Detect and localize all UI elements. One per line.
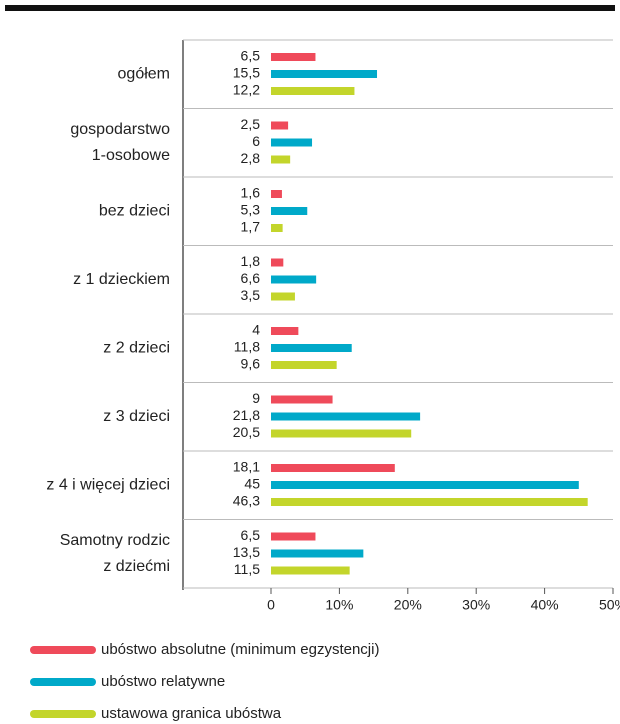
value-label: 6,6	[241, 270, 261, 286]
bar	[271, 53, 316, 61]
value-label: 4	[252, 322, 260, 338]
value-label: 1,6	[241, 185, 261, 201]
y-tick-label-line: z 1 dzieckiem	[73, 271, 170, 288]
y-tick-label-line: z 2 dzieci	[103, 339, 170, 356]
bar	[271, 138, 313, 147]
y-tick-label-line: ogółem	[118, 65, 170, 82]
bar	[271, 258, 284, 267]
bar	[271, 327, 299, 335]
bar	[271, 275, 317, 284]
value-label: 1,8	[241, 253, 261, 269]
value-label: 18,1	[233, 459, 260, 475]
y-tick-label-line: z 4 i więcej dzieci	[46, 476, 170, 493]
bar	[271, 498, 588, 506]
bar	[271, 121, 289, 130]
y-tick-label-line: z dziećmi	[103, 558, 170, 575]
bar	[271, 429, 412, 438]
y-tick-label-line: 1-osobowe	[92, 147, 170, 164]
y-tick-label: z 3 dzieci	[103, 408, 170, 425]
x-tick-label: 50%	[599, 597, 620, 613]
value-label: 45	[244, 476, 260, 492]
x-tick-label: 40%	[531, 597, 559, 613]
bar	[271, 292, 295, 301]
value-label: 5,3	[241, 202, 261, 218]
value-label: 20,5	[233, 424, 260, 440]
y-tick-label-line: gospodarstwo	[70, 121, 170, 138]
legend-label: ustawowa granica ubóstwa	[101, 705, 282, 722]
value-label: 46,3	[233, 493, 260, 509]
x-tick-label: 0	[267, 597, 275, 613]
top-bar	[5, 5, 615, 11]
bar	[271, 412, 421, 421]
bar	[271, 464, 395, 472]
value-label: 3,5	[241, 287, 261, 303]
bar	[271, 549, 364, 558]
value-label: 21,8	[233, 407, 260, 423]
value-label: 2,8	[241, 150, 261, 166]
value-label: 9	[252, 390, 260, 406]
value-label: 6,5	[241, 527, 261, 543]
legend-label: ubóstwo relatywne	[101, 673, 225, 690]
y-tick-label: z 1 dzieckiem	[73, 271, 170, 288]
bar	[271, 207, 308, 215]
x-tick-label: 30%	[462, 597, 490, 613]
bar	[271, 155, 291, 164]
bar	[271, 224, 283, 232]
bar	[271, 532, 316, 541]
y-tick-label-line: Samotny rodzic	[60, 532, 170, 549]
bar	[271, 361, 337, 369]
bar	[271, 70, 378, 78]
value-label: 11,5	[234, 561, 260, 577]
value-label: 2,5	[241, 116, 261, 132]
value-label: 13,5	[233, 544, 260, 560]
y-tick-label: z 4 i więcej dzieci	[46, 476, 170, 493]
value-label: 9,6	[241, 356, 261, 372]
bar	[271, 481, 579, 489]
y-tick-label: z 2 dzieci	[103, 339, 170, 356]
y-tick-label: ogółem	[118, 65, 170, 82]
bar	[271, 566, 350, 575]
y-tick-label-line: z 3 dzieci	[103, 408, 170, 425]
legend-label: ubóstwo absolutne (minimum egzystencji)	[101, 641, 379, 658]
bar	[271, 395, 333, 404]
bar	[271, 87, 355, 95]
value-label: 11,8	[234, 339, 260, 355]
y-tick-label: bez dzieci	[99, 202, 170, 219]
y-tick-label: Samotny rodzic z dziećmi	[60, 532, 170, 575]
x-tick-label: 10%	[325, 597, 353, 613]
value-label: 6,5	[241, 48, 261, 64]
y-tick-label: gospodarstwo 1-osobowe	[70, 121, 170, 164]
value-label: 12,2	[233, 82, 260, 98]
value-label: 15,5	[233, 65, 260, 81]
y-tick-label-line: bez dzieci	[99, 202, 170, 219]
bar	[271, 344, 352, 352]
value-label: 6	[252, 133, 260, 149]
x-tick-label: 20%	[394, 597, 422, 613]
value-label: 1,7	[241, 219, 261, 235]
bar	[271, 190, 282, 198]
